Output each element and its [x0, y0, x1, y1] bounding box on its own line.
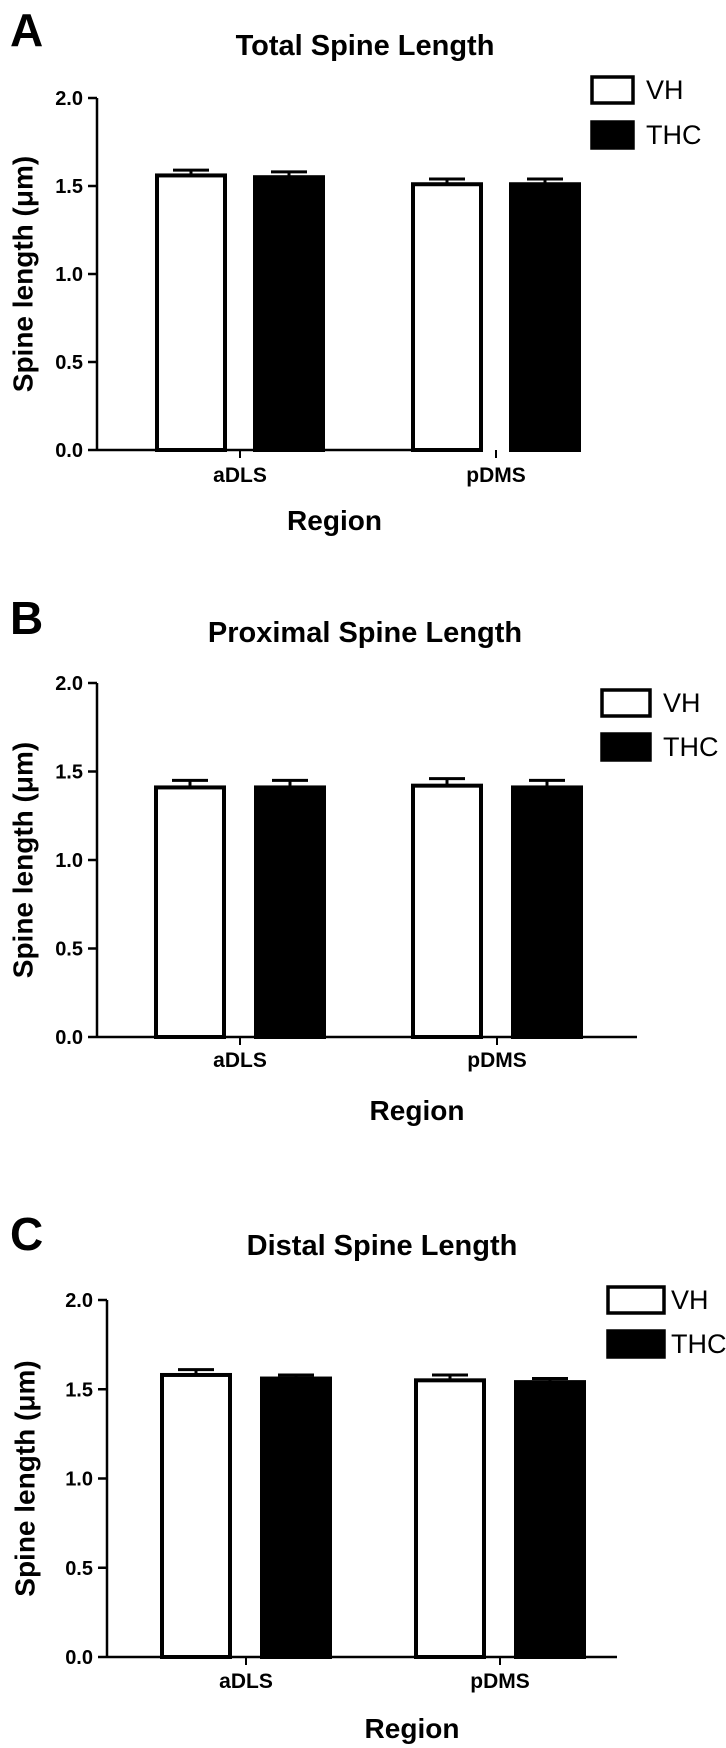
x-axis-title: Region	[370, 1095, 465, 1126]
legend-swatch-vh	[606, 1285, 666, 1315]
legend-label-thc: THC	[663, 732, 719, 762]
chart-title: Distal Spine Length	[247, 1230, 518, 1262]
bar-thc-pdms	[511, 785, 583, 1039]
y-tick-label: 2.0	[55, 88, 83, 110]
x-tick-label: aDLS	[219, 1670, 273, 1693]
chart-panel-c: C Distal Spine Length aDLS pDMS 0.0 0.5 1.0 1.5…	[9, 1208, 726, 1744]
legend-label-vh: VH	[646, 75, 684, 105]
y-axis-title: Spine length (μm)	[9, 1360, 40, 1596]
x-tick-label: pDMS	[470, 1670, 530, 1693]
bar-vh-pdms	[411, 783, 483, 1039]
bar-vh-adls	[154, 785, 226, 1039]
y-tick-label: 1.5	[55, 176, 83, 198]
legend-label-vh: VH	[671, 1285, 709, 1315]
y-tick-label: 0.5	[55, 939, 83, 961]
chart-panel-a: A Total Spine Length aDLS pDMS 0.0 0.5 1.0 1.5 2…	[7, 4, 701, 536]
y-axis-title: Spine length (μm)	[7, 742, 38, 978]
y-tick-label: 2.0	[55, 673, 83, 695]
x-tick-label: aDLS	[213, 1049, 267, 1072]
chart-title: Proximal Spine Length	[208, 617, 522, 649]
panel-letter: C	[10, 1208, 43, 1260]
bar-thc-pdms	[514, 1380, 586, 1659]
y-axis-title: Spine length (μm)	[7, 156, 38, 392]
y-tick-label: 0.0	[55, 440, 83, 462]
bar-vh-pdms	[414, 1378, 486, 1659]
legend-swatch-thc	[590, 120, 635, 150]
bar-thc-adls	[260, 1376, 332, 1660]
legend-swatch-thc	[606, 1329, 666, 1359]
bar-vh-adls	[155, 173, 227, 452]
bar-thc-adls	[254, 785, 326, 1039]
legend-label-thc: THC	[671, 1329, 726, 1359]
legend-label-thc: THC	[646, 120, 702, 150]
bar-vh-adls	[160, 1372, 232, 1659]
x-axis-title: Region	[365, 1713, 460, 1744]
chart-panel-b: B Proximal Spine Length aDLS pDMS 0.0 0.5 1.0 1…	[7, 592, 718, 1126]
y-tick-label: 0.5	[65, 1558, 93, 1580]
bar-vh-pdms	[411, 182, 483, 453]
y-tick-label: 1.5	[65, 1379, 93, 1401]
x-axis-title: Region	[287, 505, 382, 536]
y-tick-label: 1.0	[55, 264, 83, 286]
y-tick-label: 1.0	[65, 1469, 93, 1491]
bar-thc-pdms	[509, 182, 581, 453]
x-tick-label: pDMS	[467, 1049, 527, 1072]
y-tick-label: 0.0	[65, 1647, 93, 1669]
chart-title: Total Spine Length	[236, 30, 495, 62]
x-tick-label: aDLS	[213, 464, 267, 487]
y-tick-label: 0.5	[55, 352, 83, 374]
bar-thc-adls	[253, 175, 325, 452]
legend-label-vh: VH	[663, 688, 701, 718]
y-tick-label: 1.0	[55, 850, 83, 872]
y-tick-label: 1.5	[55, 762, 83, 784]
y-tick-label: 2.0	[65, 1290, 93, 1312]
legend-swatch-thc	[600, 732, 652, 762]
panel-letter: B	[10, 592, 43, 644]
legend-swatch-vh	[590, 75, 635, 105]
panel-letter: A	[10, 4, 43, 56]
legend-swatch-vh	[600, 688, 652, 718]
x-tick-label: pDMS	[466, 464, 526, 487]
y-tick-label: 0.0	[55, 1027, 83, 1049]
